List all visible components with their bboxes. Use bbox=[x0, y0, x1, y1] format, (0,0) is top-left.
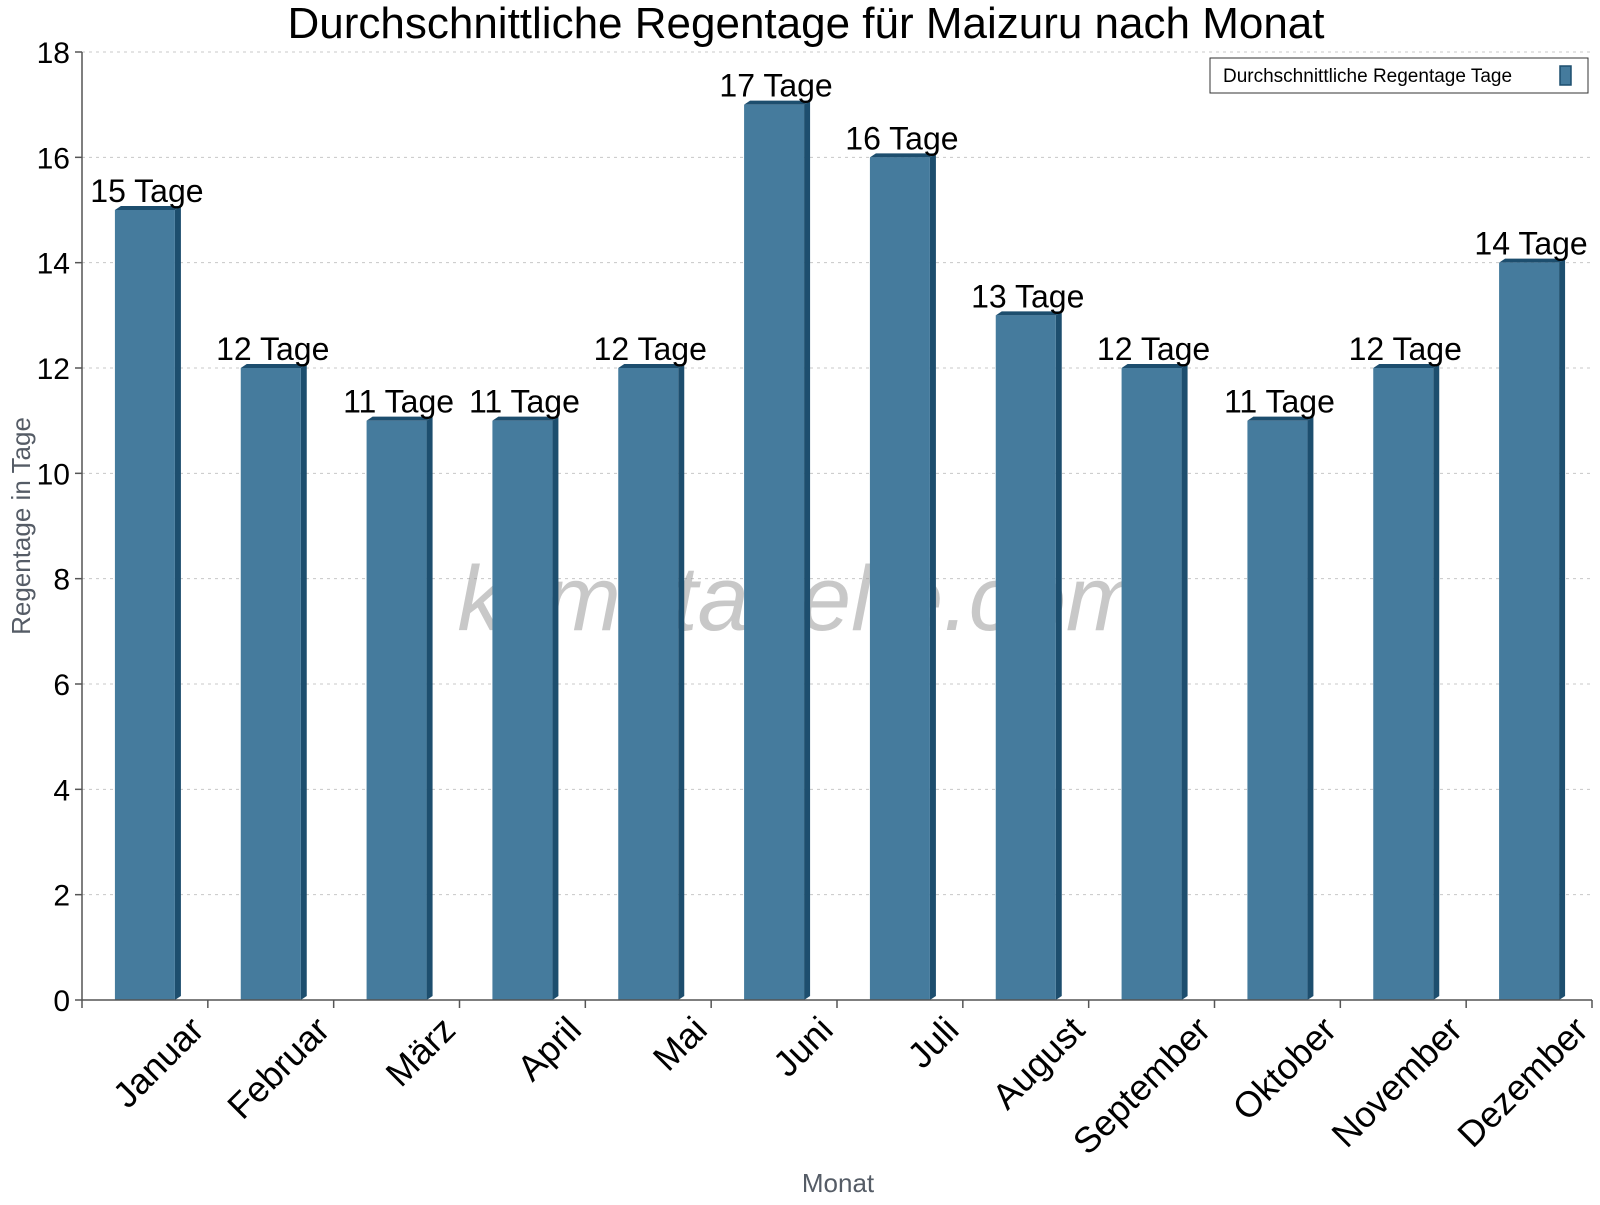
bar bbox=[366, 420, 427, 1001]
x-tick-label: November bbox=[1323, 1009, 1469, 1155]
y-tick-label: 18 bbox=[37, 37, 70, 70]
bar-top bbox=[1373, 364, 1440, 368]
data-label: 11 Tage bbox=[1224, 384, 1335, 420]
bar-top bbox=[1499, 258, 1566, 263]
x-ticks: Januar Februar März April Mai Juni Juli AugustS… bbox=[81, 1000, 1596, 1163]
legend-label: Durchschnittliche Regentage Tage bbox=[1223, 66, 1512, 87]
data-label: 12 Tage bbox=[216, 331, 329, 367]
bar-side bbox=[1181, 364, 1188, 1000]
y-ticks: 0 2 4 6 8 10 12 14 16 18 bbox=[37, 37, 82, 1018]
data-label: 15 Tage bbox=[90, 173, 203, 209]
bar-side bbox=[426, 416, 433, 1001]
bar-group: 12 Tage bbox=[216, 331, 329, 1000]
bar bbox=[1121, 368, 1182, 1000]
bar-top bbox=[618, 364, 685, 368]
x-tick-label: September bbox=[1065, 1009, 1219, 1163]
x-tick-label: Oktober bbox=[1224, 1009, 1344, 1129]
y-tick-label: 4 bbox=[53, 774, 70, 807]
bar-top bbox=[492, 416, 559, 421]
bar bbox=[1499, 262, 1560, 1001]
y-tick-label: 2 bbox=[53, 880, 70, 913]
y-tick-label: 8 bbox=[53, 564, 70, 597]
bar-group: 11 Tage bbox=[343, 384, 454, 1001]
bar-top bbox=[1247, 416, 1314, 421]
data-label: 12 Tage bbox=[1097, 331, 1210, 367]
y-tick-label: 12 bbox=[37, 353, 70, 386]
x-tick-label: August bbox=[984, 1009, 1092, 1117]
data-label: 16 Tage bbox=[845, 120, 958, 156]
bar bbox=[744, 104, 805, 1000]
y-tick-label: 6 bbox=[53, 669, 70, 702]
bar bbox=[618, 368, 679, 1000]
y-tick-label: 14 bbox=[37, 248, 70, 281]
data-label: 12 Tage bbox=[1349, 331, 1462, 367]
bar-top bbox=[995, 311, 1062, 316]
bar bbox=[492, 420, 553, 1001]
data-label: 11 Tage bbox=[469, 384, 580, 420]
bar-group: 16 Tage bbox=[845, 120, 959, 1001]
legend-box bbox=[1209, 57, 1589, 94]
bar-group: 17 Tage bbox=[719, 68, 833, 1000]
bar-side bbox=[678, 364, 685, 1000]
bars: 15 Tage 12 Tage 11 Tage 11 Tage 12 Tage 17 Ta… bbox=[90, 68, 1588, 1001]
x-tick-label: April bbox=[509, 1009, 589, 1089]
bar-side bbox=[1055, 311, 1062, 1000]
data-label: 14 Tage bbox=[1474, 226, 1587, 262]
bar-group: 13 Tage bbox=[971, 278, 1084, 1000]
bar-group: 12 Tage bbox=[1349, 331, 1462, 1000]
gridlines bbox=[82, 51, 1592, 896]
bar bbox=[1373, 368, 1434, 1000]
bar-group: 12 Tage bbox=[1097, 331, 1210, 1000]
y-tick-label: 16 bbox=[37, 142, 70, 175]
x-tick-label: Januar bbox=[105, 1009, 212, 1116]
data-label: 12 Tage bbox=[594, 331, 707, 367]
bar-side bbox=[1559, 258, 1566, 1001]
bar-group: 11 Tage bbox=[1224, 384, 1335, 1001]
bar-side bbox=[552, 416, 559, 1001]
bar-side bbox=[174, 206, 181, 1000]
bar-side bbox=[804, 100, 811, 1000]
bar bbox=[995, 315, 1056, 1000]
bar bbox=[1247, 420, 1308, 1001]
x-tick-label: Mai bbox=[645, 1009, 715, 1079]
legend: Durchschnittliche Regentage Tage bbox=[1209, 57, 1589, 94]
bar-top bbox=[1121, 364, 1188, 368]
bar bbox=[869, 157, 930, 1001]
x-tick-label: Juli bbox=[899, 1009, 966, 1076]
x-tick-label: Juni bbox=[765, 1009, 841, 1085]
y-tick-label: 10 bbox=[37, 458, 70, 491]
bar bbox=[240, 368, 301, 1000]
bar-top bbox=[366, 416, 433, 421]
bar-side bbox=[1433, 364, 1440, 1000]
bar-top bbox=[869, 153, 936, 158]
chart-title: Durchschnittliche Regentage für Maizuru … bbox=[288, 0, 1325, 48]
axes bbox=[81, 52, 1592, 1001]
x-tick-label: März bbox=[378, 1009, 464, 1095]
data-label: 11 Tage bbox=[343, 384, 454, 420]
bar-side bbox=[929, 153, 936, 1001]
bar-group: 12 Tage bbox=[594, 331, 707, 1000]
bar bbox=[114, 210, 175, 1000]
bar-top bbox=[240, 364, 307, 368]
bar-group: 11 Tage bbox=[469, 384, 580, 1001]
bar-side bbox=[1307, 416, 1314, 1001]
bar-group: 15 Tage bbox=[90, 173, 204, 1000]
y-tick-label: 0 bbox=[53, 985, 70, 1018]
legend-swatch bbox=[1559, 65, 1572, 86]
bar-top bbox=[114, 206, 181, 210]
bar-side bbox=[300, 364, 307, 1000]
x-axis-label: Monat bbox=[802, 1168, 875, 1198]
bar-group: 14 Tage bbox=[1474, 226, 1588, 1001]
y-axis-label: Regentage in Tage bbox=[6, 417, 36, 635]
data-label: 13 Tage bbox=[971, 278, 1084, 314]
data-label: 17 Tage bbox=[719, 68, 832, 104]
bar-top bbox=[744, 100, 811, 105]
x-tick-label: Februar bbox=[219, 1009, 337, 1127]
x-tick-label: Dezember bbox=[1449, 1009, 1595, 1155]
